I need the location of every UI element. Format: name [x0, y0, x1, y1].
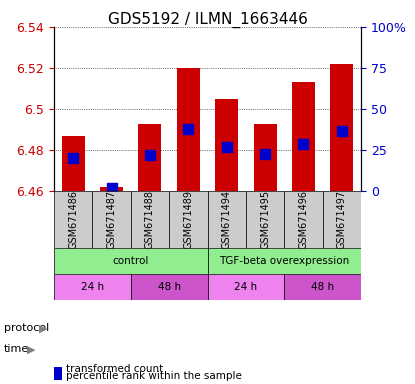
Text: GSM671495: GSM671495: [260, 190, 270, 249]
Bar: [100, 187, 123, 191]
Bar: [54, 274, 131, 300]
Bar: [284, 191, 323, 248]
Text: ▶: ▶: [27, 344, 35, 354]
Bar: [208, 248, 361, 274]
Text: GSM671489: GSM671489: [183, 190, 193, 249]
Text: 48 h: 48 h: [311, 281, 334, 291]
Bar: [139, 124, 161, 191]
Bar: [93, 191, 131, 248]
Text: GSM671486: GSM671486: [68, 190, 78, 249]
Point: [70, 156, 76, 162]
Text: 24 h: 24 h: [234, 281, 257, 291]
Bar: [292, 83, 315, 191]
Point: [339, 127, 345, 134]
Point: [223, 144, 230, 150]
Bar: [246, 191, 284, 248]
Bar: [215, 99, 238, 191]
Text: GSM671488: GSM671488: [145, 190, 155, 249]
Point: [262, 151, 269, 157]
Text: GSM671487: GSM671487: [107, 190, 117, 249]
Text: GDS5192 / ILMN_1663446: GDS5192 / ILMN_1663446: [107, 12, 308, 28]
Text: transformed count: transformed count: [66, 364, 164, 374]
Text: GSM671494: GSM671494: [222, 190, 232, 249]
Text: percentile rank within the sample: percentile rank within the sample: [66, 371, 242, 381]
Bar: [208, 191, 246, 248]
Bar: [323, 191, 361, 248]
Point: [146, 152, 153, 158]
Text: 24 h: 24 h: [81, 281, 104, 291]
Point: [300, 141, 307, 147]
Text: control: control: [112, 256, 149, 266]
Text: GSM671497: GSM671497: [337, 190, 347, 249]
Bar: [62, 136, 85, 191]
Text: time: time: [4, 344, 29, 354]
Bar: [177, 68, 200, 191]
Bar: [208, 274, 284, 300]
Bar: [54, 248, 208, 274]
Bar: [330, 64, 354, 191]
Point: [185, 126, 192, 132]
Text: protocol: protocol: [4, 323, 49, 333]
Bar: [284, 274, 361, 300]
Text: ▶: ▶: [39, 323, 48, 333]
Bar: [254, 124, 276, 191]
Text: TGF-beta overexpression: TGF-beta overexpression: [219, 256, 349, 266]
Text: GSM671496: GSM671496: [298, 190, 308, 249]
Bar: [169, 191, 208, 248]
Bar: [131, 274, 208, 300]
Text: 48 h: 48 h: [158, 281, 181, 291]
Point: [108, 185, 115, 191]
Bar: [131, 191, 169, 248]
Bar: [54, 191, 92, 248]
